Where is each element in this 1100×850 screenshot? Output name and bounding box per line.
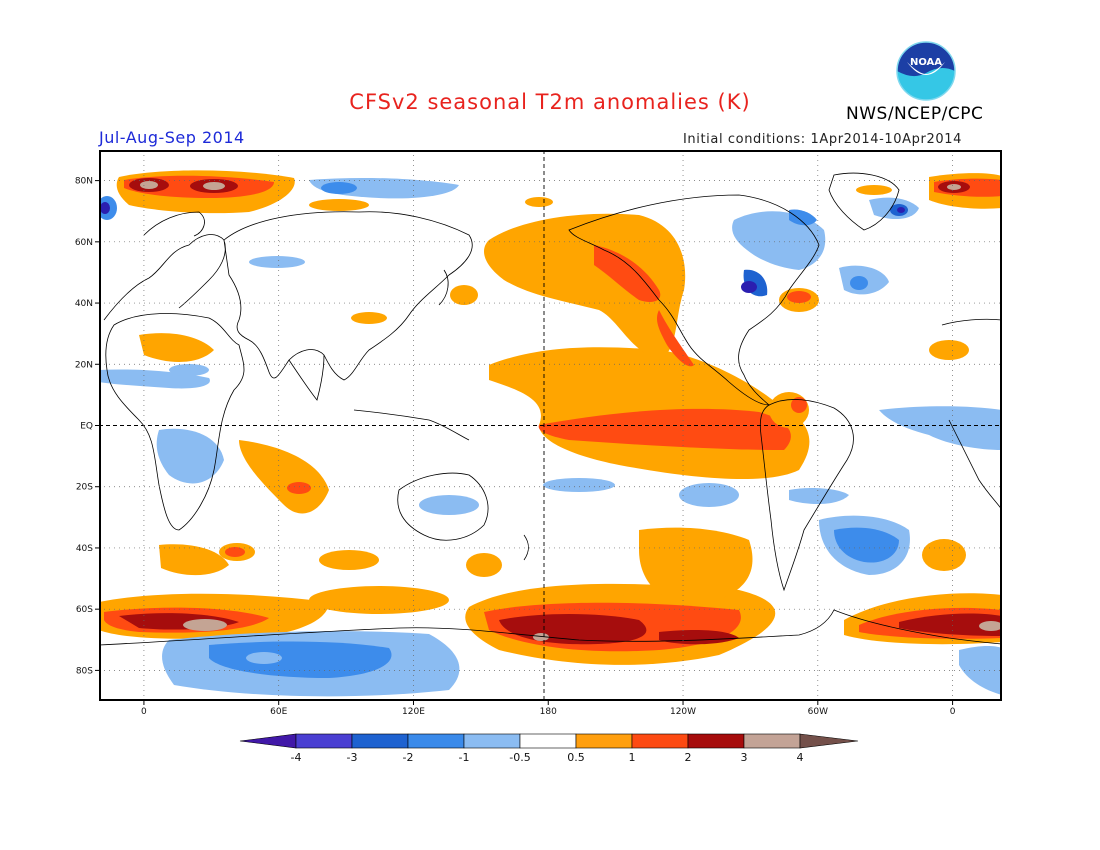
map-axes: 80N 60N 40N 20N EQ 20S 40S 60S 80S 0 60E 120E 180 12… — [75, 177, 956, 717]
map-title: CFSv2 seasonal T2m anomalies (K) — [349, 90, 751, 114]
warm-anomalies — [99, 170, 1002, 665]
colorbar-label: -2 — [403, 751, 414, 764]
colorbar-swatch — [743, 733, 801, 749]
coastlines — [99, 172, 1002, 646]
colorbar-label: 4 — [797, 751, 804, 764]
latitude-label: 60S — [76, 605, 93, 615]
colorbar-swatch — [519, 733, 577, 749]
latitude-label: 40S — [76, 544, 93, 554]
longitude-label: 0 — [141, 707, 147, 717]
colorbar-label: 3 — [741, 751, 748, 764]
anomaly-map — [99, 150, 1002, 701]
longitude-label: 180 — [540, 707, 557, 717]
longitude-label: 0 — [950, 707, 956, 717]
latitude-label: 80S — [76, 666, 93, 676]
colorbar-swatch — [407, 733, 465, 749]
latitude-labels: 80N 60N 40N 20N EQ 20S 40S 60S 80S — [75, 177, 99, 676]
noaa-logo-icon: NOAA — [896, 41, 956, 101]
latitude-label: EQ — [80, 422, 93, 432]
map-frame — [99, 150, 1002, 701]
longitude-labels: 0 60E 120E 180 120W 60W 0 — [141, 701, 956, 717]
colorbar-swatch — [631, 733, 689, 749]
agency-label: NWS/NCEP/CPC — [846, 104, 984, 124]
latitude-label: 40N — [75, 299, 93, 309]
longitude-label: 120W — [670, 707, 696, 717]
colorbar-swatches — [239, 733, 859, 749]
colorbar-swatch — [575, 733, 633, 749]
colorbar-min-arrow — [239, 733, 297, 749]
colorbar-label: -3 — [347, 751, 358, 764]
initial-conditions: Initial conditions: 1Apr2014-10Apr2014 — [683, 132, 962, 147]
colorbar-label: -0.5 — [509, 751, 530, 764]
colorbar-label: 0.5 — [567, 751, 585, 764]
forecast-period: Jul-Aug-Sep 2014 — [99, 128, 245, 147]
colorbar-swatch — [687, 733, 745, 749]
colorbar-label: -1 — [459, 751, 470, 764]
colorbar-label: 2 — [685, 751, 692, 764]
gridlines — [99, 150, 1002, 701]
colorbar-labels: -4 -3 -2 -1 -0.5 0.5 1 2 3 4 — [291, 751, 804, 764]
colorbar-label: 1 — [629, 751, 636, 764]
logo-text: NOAA — [910, 57, 942, 68]
colorbar-label: -4 — [291, 751, 302, 764]
latitude-label: 20N — [75, 360, 93, 370]
colorbar-max-arrow — [799, 733, 859, 749]
latitude-label: 80N — [75, 177, 93, 187]
colorbar-swatch — [295, 733, 353, 749]
latitude-label: 60N — [75, 238, 93, 248]
colorbar-swatch — [351, 733, 409, 749]
colorbar: -4 -3 -2 -1 -0.5 0.5 1 2 3 4 — [239, 733, 859, 764]
cold-anomalies — [99, 177, 1002, 697]
longitude-label: 120E — [402, 707, 425, 717]
latitude-label: 20S — [76, 483, 93, 493]
longitude-label: 60E — [270, 707, 287, 717]
longitude-label: 60W — [808, 707, 828, 717]
colorbar-swatch — [463, 733, 521, 749]
